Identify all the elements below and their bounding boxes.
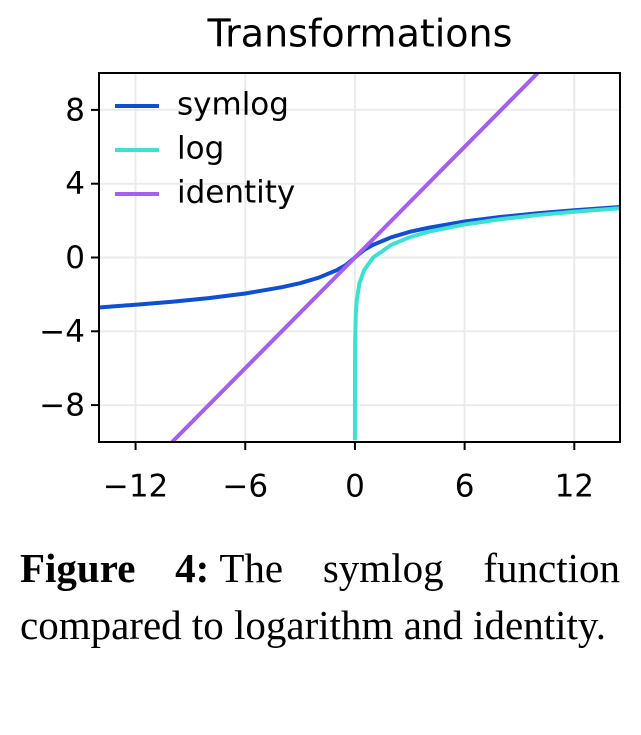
y-tick-label: −4 [39,314,85,350]
chart-title: Transformations [207,12,513,56]
y-tick-label: 8 [65,92,85,128]
chart: Transformations symlog log identity −12 −6 0… [39,12,621,505]
legend-label: log [177,131,224,167]
series-line [170,73,540,442]
y-tick-label: −8 [39,388,85,424]
x-tick-label: 0 [345,469,365,505]
legend-label: symlog [177,87,289,123]
y-tick-label: 0 [65,240,85,276]
x-tick-label: 12 [555,469,594,505]
legend-label: identity [177,175,295,211]
caption: Figure 4: The symlog function compared to… [20,540,620,654]
caption-label: Figure 4: [20,545,210,591]
x-tick-label: 6 [455,469,475,505]
x-tick-label: −6 [222,469,268,505]
series-line [352,206,620,441]
x-tick-label: −12 [103,469,168,505]
y-tick-label: 4 [65,166,85,202]
caption-text: The symlog function compared to logarith… [20,545,620,648]
